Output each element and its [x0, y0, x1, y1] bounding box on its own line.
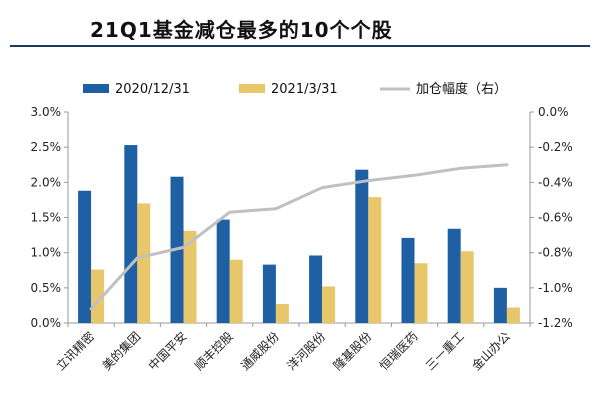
- category-label: 美的集团: [99, 329, 144, 374]
- axes-group: 0.0% 0.5% 1.0% 1.5% 2.0% 2.5% 3.0% -1.2% -1.0% -0…: [31, 105, 573, 373]
- series-line-change: [89, 163, 509, 311]
- bar-2021: [275, 304, 289, 323]
- bar-2020: [309, 255, 323, 323]
- category-label: 中国平安: [145, 329, 190, 374]
- category-label: 立讯精密: [53, 329, 98, 374]
- right-tick-label: -0.4%: [538, 175, 573, 189]
- right-tick-label: 0.0%: [538, 105, 569, 119]
- category-label: 恒瑞医药: [377, 329, 421, 373]
- legend-group: 2020/12/31 2021/3/31 加仓幅度（右）: [83, 81, 507, 97]
- right-tick-label: -1.2%: [538, 316, 573, 330]
- bar-2021: [322, 286, 336, 323]
- bars-group: [78, 145, 520, 323]
- bar-2021: [460, 251, 474, 323]
- category-label: 三一重工: [423, 329, 467, 373]
- right-tick-label: -0.8%: [538, 246, 573, 260]
- category-label: 隆基股份: [330, 329, 375, 374]
- bar-2021: [414, 263, 428, 323]
- category-label: 通威股份: [238, 329, 282, 373]
- category-label: 顺丰控股: [192, 329, 236, 373]
- category-label: 洋河股份: [284, 329, 329, 374]
- bar-2021: [229, 259, 243, 323]
- right-tick-label: -1.0%: [538, 281, 573, 295]
- bar-2020: [355, 169, 369, 323]
- legend-label-line: 加仓幅度（右）: [416, 81, 507, 97]
- bar-2021: [91, 269, 105, 323]
- bar-2021: [183, 230, 197, 323]
- chart-title: 21Q1基金减仓最多的10个个股: [90, 18, 393, 42]
- bar-2020: [493, 287, 507, 323]
- category-label: 金山办公: [468, 329, 513, 374]
- left-tick-label: 3.0%: [31, 105, 62, 119]
- bar-2020: [401, 237, 415, 323]
- bar-2021: [506, 307, 520, 323]
- left-tick-label: 1.5%: [31, 211, 62, 225]
- left-tick-label: 0.5%: [31, 281, 62, 295]
- bar-2020: [447, 228, 461, 323]
- right-tick-label: -0.6%: [538, 211, 573, 225]
- left-tick-label: 1.0%: [31, 246, 62, 260]
- left-tick-label: 0.0%: [31, 316, 62, 330]
- title-rule: [10, 45, 590, 47]
- legend-label-2020: 2020/12/31: [115, 82, 190, 97]
- bar-2020: [216, 219, 230, 323]
- legend-swatch-2020: [83, 84, 109, 93]
- bar-2021: [137, 203, 151, 323]
- bar-2020: [262, 264, 276, 323]
- legend-label-2021: 2021/3/31: [271, 82, 338, 97]
- right-tick-label: -0.2%: [538, 140, 573, 154]
- legend-swatch-2021: [239, 84, 265, 93]
- bar-2020: [124, 145, 138, 323]
- bar-2020: [78, 190, 92, 323]
- left-tick-label: 2.0%: [31, 175, 62, 189]
- line-group: [89, 163, 509, 311]
- bar-2021: [368, 197, 382, 323]
- left-tick-label: 2.5%: [31, 140, 62, 154]
